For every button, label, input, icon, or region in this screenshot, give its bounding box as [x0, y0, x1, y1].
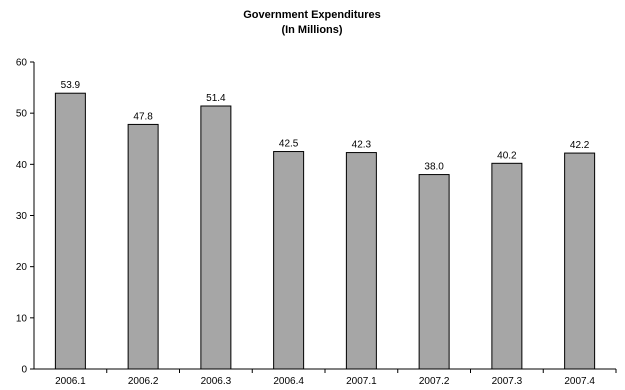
- y-tick-label: 0: [21, 365, 27, 376]
- x-axis-category-labels: 2006.1 2006.2 2006.3 2006.4 2007.1 2007.2 2007…: [55, 369, 617, 387]
- bar-2006.1: [54, 92, 86, 370]
- x-category-label-2007.2: 2007.2: [419, 376, 450, 387]
- bar-2007.2: [418, 174, 450, 370]
- chart-subtitle: (In Millions): [281, 24, 342, 36]
- bar-2006.2: [127, 123, 159, 370]
- y-tick-label: 50: [16, 109, 28, 120]
- data-label-2007.2: 38.0: [424, 162, 444, 173]
- data-label-2006.1: 53.9: [61, 80, 81, 91]
- y-tick-label: 20: [16, 262, 28, 273]
- data-labels: 53.9 47.8 51.4 42.5 42.3 38.0 40.2 42.2: [61, 80, 590, 172]
- data-label-2006.4: 42.5: [279, 139, 299, 150]
- chart-title: Government Expenditures: [243, 9, 381, 21]
- data-label-2006.3: 51.4: [206, 93, 226, 104]
- bar-2007.1: [345, 152, 377, 370]
- x-category-label-2007.3: 2007.3: [492, 376, 523, 387]
- x-category-label-2007.4: 2007.4: [564, 376, 595, 387]
- y-tick-label: 10: [16, 313, 28, 324]
- y-axis-ticks: 0 10 20 30 40 50 60: [16, 58, 34, 376]
- y-tick-label: 40: [16, 160, 28, 171]
- bar-2006.4: [273, 151, 305, 370]
- bar-2007.3: [491, 162, 523, 370]
- bar-2006.3: [200, 105, 232, 370]
- x-category-label-2006.4: 2006.4: [273, 376, 304, 387]
- bar-2007.4: [564, 152, 596, 370]
- data-label-2007.4: 42.2: [570, 140, 590, 151]
- data-label-2007.1: 42.3: [352, 140, 372, 151]
- x-category-label-2006.3: 2006.3: [201, 376, 232, 387]
- y-tick-label: 30: [16, 211, 28, 222]
- data-label-2006.2: 47.8: [133, 111, 153, 122]
- y-tick-label: 60: [16, 58, 28, 69]
- bars: [54, 92, 596, 370]
- x-category-label-2007.1: 2007.1: [346, 376, 377, 387]
- data-label-2007.3: 40.2: [497, 150, 517, 161]
- x-category-label-2006.2: 2006.2: [128, 376, 159, 387]
- x-category-label-2006.1: 2006.1: [55, 376, 86, 387]
